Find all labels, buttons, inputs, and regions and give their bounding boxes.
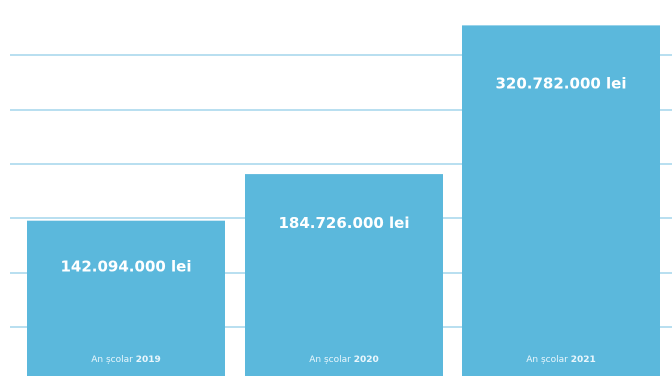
category-label: An școlar 2021 bbox=[526, 355, 596, 365]
category-prefix: An școlar bbox=[526, 355, 570, 365]
value-label: 184.726.000 lei bbox=[278, 214, 409, 232]
category-label: An școlar 2019 bbox=[91, 355, 161, 365]
category-label: An școlar 2020 bbox=[309, 355, 379, 365]
category-year: 2021 bbox=[571, 355, 596, 365]
category-prefix: An școlar bbox=[309, 355, 353, 365]
bar-2019 bbox=[27, 220, 225, 376]
value-label: 142.094.000 lei bbox=[60, 258, 191, 276]
category-year: 2019 bbox=[136, 355, 161, 365]
category-year: 2020 bbox=[354, 355, 379, 365]
value-label: 320.782.000 lei bbox=[495, 74, 626, 92]
bars bbox=[27, 25, 660, 376]
bar-2021 bbox=[462, 25, 660, 376]
bar-labels: 142.094.000 lei An școlar 2019 184.726.000… bbox=[60, 74, 626, 365]
bar-2020 bbox=[245, 174, 443, 376]
category-prefix: An școlar bbox=[91, 355, 135, 365]
